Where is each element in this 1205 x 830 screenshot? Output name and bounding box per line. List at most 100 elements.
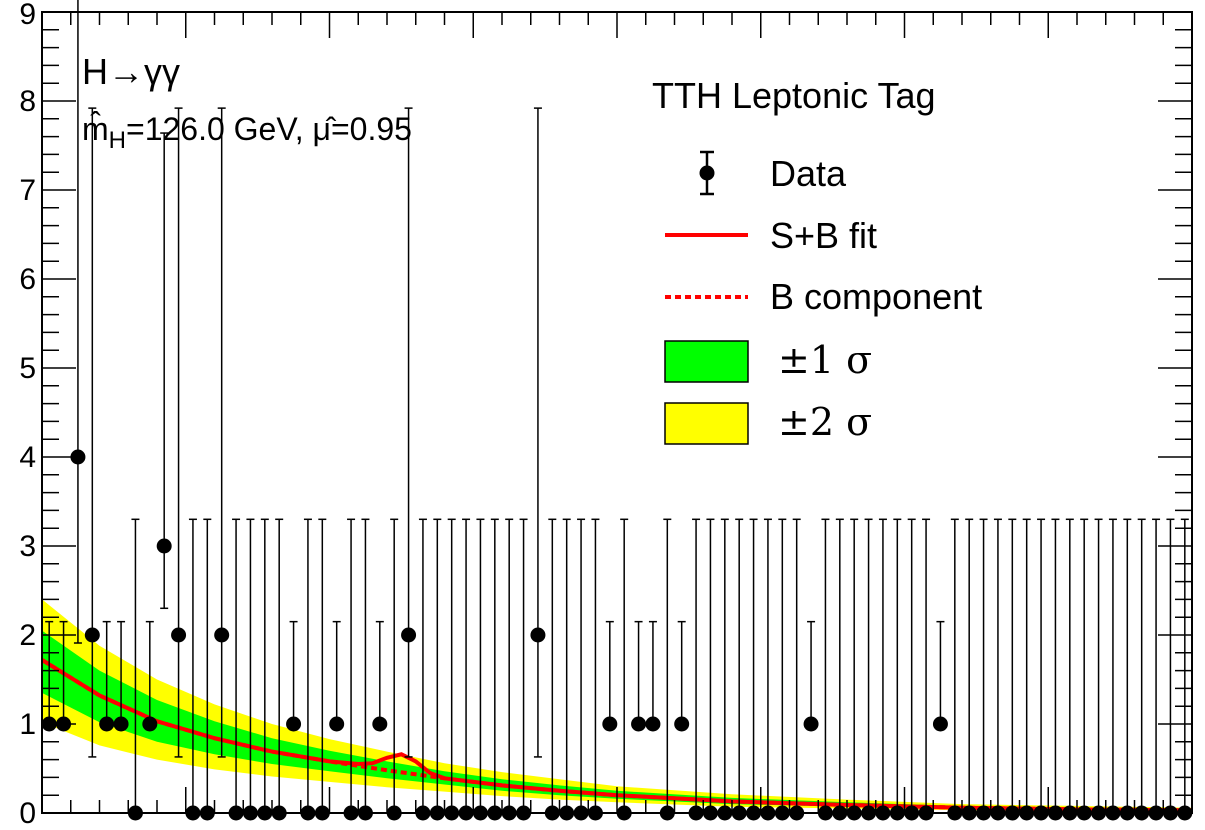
error-bar: [720, 518, 729, 813]
legend-entry-b-component: B component: [665, 276, 982, 317]
data-point: [803, 716, 819, 732]
error-bar: [1094, 518, 1103, 813]
data-point: [674, 716, 690, 732]
m-hat-symbol: m̂: [82, 111, 109, 147]
data-point: [329, 716, 345, 732]
error-bar: [763, 518, 772, 813]
error-bar: [922, 518, 931, 813]
error-bar: [88, 107, 97, 758]
m-subscript: H: [109, 127, 126, 154]
legend-label-data: Data: [770, 153, 847, 194]
error-bar: [993, 518, 1002, 813]
error-bar: [519, 518, 528, 813]
error-bar: [562, 518, 571, 813]
error-bar: [1065, 518, 1074, 813]
data-point: [99, 716, 115, 732]
error-bar: [907, 518, 916, 813]
data-point: [645, 716, 661, 732]
category-label: TTH Leptonic Tag: [652, 75, 935, 116]
data-point: [286, 716, 302, 732]
band-2sigma: [42, 599, 1192, 813]
y-tick-label: 8: [19, 85, 36, 118]
error-bar: [462, 518, 471, 813]
error-bar: [1180, 518, 1189, 813]
error-bar: [778, 518, 787, 813]
error-bar: [692, 518, 701, 813]
legend-label-one-sigma: ±1 σ: [778, 338, 872, 382]
y-tick-label: 4: [19, 441, 36, 474]
legend-label-sb-fit: S+B fit: [770, 215, 877, 256]
process-label: H→γγ: [82, 51, 180, 92]
error-bar: [936, 620, 945, 725]
error-bar: [577, 518, 586, 813]
error-bar: [1080, 518, 1089, 813]
legend-one-sigma-swatch: [664, 340, 749, 383]
data-point: [401, 627, 417, 643]
y-axis-tick-labels: 0 1 2 3 4 5 6 7 8 9: [19, 0, 36, 830]
error-bar: [1152, 518, 1161, 813]
error-bar: [160, 132, 169, 610]
error-bar: [476, 518, 485, 813]
mu-value: =0.95: [331, 111, 412, 147]
error-bar: [303, 518, 312, 813]
error-bar: [246, 518, 255, 813]
legend-entry-sb-fit: S+B fit: [665, 215, 877, 256]
legend-data-marker: [699, 165, 715, 181]
error-bar: [735, 518, 744, 813]
y-tick-label: 7: [19, 174, 36, 207]
data-point: [70, 449, 86, 465]
error-bar: [605, 620, 614, 725]
error-bar: [950, 518, 959, 813]
error-bar: [821, 518, 830, 813]
error-bar: [1022, 518, 1031, 813]
legend: Data S+B fit B component ±1 σ ±2 σ: [664, 150, 982, 445]
error-bar: [232, 518, 241, 813]
y-tick-label: 1: [19, 708, 36, 741]
y-tick-label: 5: [19, 352, 36, 385]
error-bar: [260, 518, 269, 813]
error-bar: [591, 518, 600, 813]
x-axis-ticks: [41, 12, 1193, 813]
error-bar: [433, 518, 442, 813]
error-bar: [1123, 518, 1132, 813]
sb-fit-curve: [42, 658, 1192, 813]
fit-info: m̂H=126.0 GeV, μ̂=0.95: [82, 111, 412, 154]
data-point: [142, 716, 158, 732]
error-bar: [347, 518, 356, 813]
error-bar: [634, 620, 643, 725]
error-bar: [505, 518, 514, 813]
data-point: [530, 627, 546, 643]
band-1sigma: [42, 630, 1192, 812]
error-bar: [864, 518, 873, 813]
error-bar: [275, 518, 284, 813]
legend-entry-one-sigma: ±1 σ: [664, 338, 872, 383]
data-point: [372, 716, 388, 732]
data-point: [156, 538, 172, 554]
data-point: [84, 627, 100, 643]
data-point: [214, 627, 230, 643]
legend-label-b-component: B component: [770, 276, 982, 317]
error-bar: [188, 518, 197, 813]
data-point: [602, 716, 618, 732]
legend-entry-two-sigma: ±2 σ: [664, 400, 872, 445]
data-point: [171, 627, 187, 643]
error-bar: [404, 107, 413, 758]
error-bar: [217, 107, 226, 758]
uncertainty-bands: [42, 599, 1192, 813]
error-bar: [663, 518, 672, 813]
y-tick-label: 6: [19, 263, 36, 296]
error-bar: [73, 0, 82, 644]
error-bar: [490, 518, 499, 813]
error-bar: [807, 620, 816, 725]
error-bar: [893, 518, 902, 813]
error-bar: [533, 107, 542, 758]
error-bar: [447, 518, 456, 813]
error-bar: [648, 620, 657, 725]
error-bar: [677, 620, 686, 725]
data-error-bars: [45, 0, 1189, 813]
y-tick-label: 0: [19, 797, 36, 830]
m-value: =126.0 GeV,: [126, 111, 313, 147]
error-bar: [375, 620, 384, 725]
error-bar: [390, 518, 399, 813]
error-bar: [979, 518, 988, 813]
